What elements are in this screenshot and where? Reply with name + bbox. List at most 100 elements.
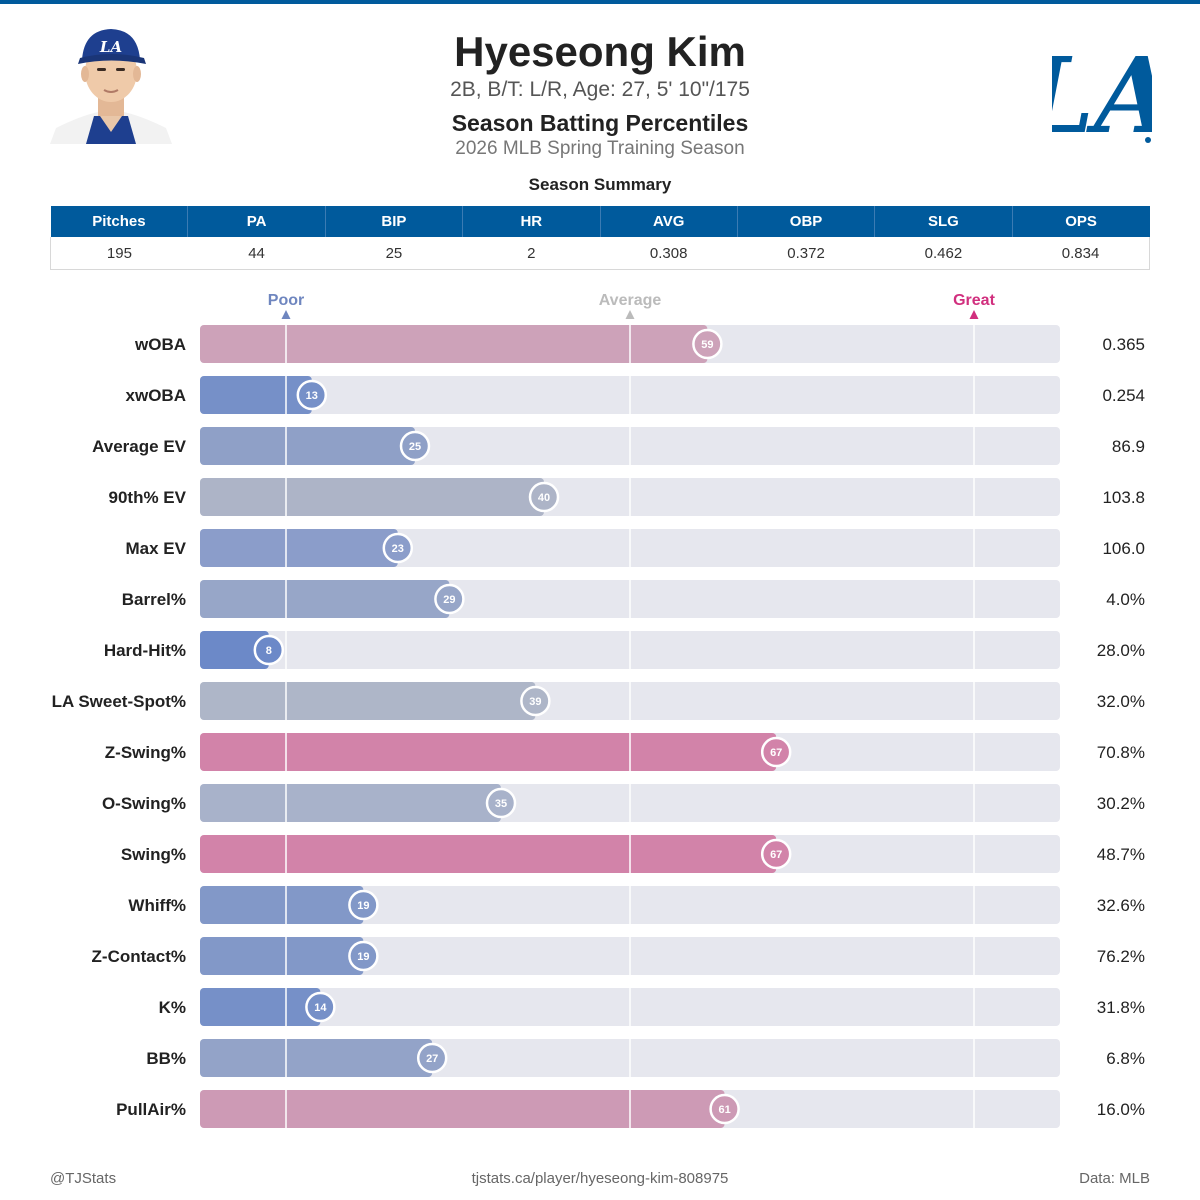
player-bio: 2B, B/T: L/R, Age: 27, 5' 10"/175	[450, 78, 750, 101]
metric-value-average-ev: 86.9	[1112, 437, 1145, 456]
marker-label-poor: Poor	[268, 292, 304, 309]
percentile-value-hard-hit: 8	[266, 645, 272, 657]
dodgers-logo: LA	[1052, 34, 1152, 146]
metric-label-xwoba: xwOBA	[126, 386, 186, 405]
percentile-badge-xwoba	[296, 379, 328, 411]
percentile-badge-swing	[760, 838, 792, 870]
metric-value-barrel: 4.0%	[1106, 590, 1145, 609]
percentile-value-90th-ev: 40	[538, 492, 550, 504]
metric-label-z-contact: Z-Contact%	[92, 947, 186, 966]
percentile-value-barrel: 29	[443, 594, 455, 606]
metric-value-swing: 48.7%	[1097, 845, 1145, 864]
metric-value-max-ev: 106.0	[1102, 539, 1145, 558]
percentile-badge-bb	[416, 1042, 448, 1074]
percentile-value-k: 14	[314, 1002, 327, 1014]
footer-source: Data: MLB	[1079, 1170, 1150, 1187]
metric-value-z-contact: 76.2%	[1097, 947, 1145, 966]
metric-label-z-swing: Z-Swing%	[105, 743, 186, 762]
percentile-value-max-ev: 23	[392, 543, 404, 555]
metric-label-o-swing: O-Swing%	[102, 794, 186, 813]
bar-fill-90th-ev	[200, 478, 544, 516]
metric-value-pullair: 16.0%	[1097, 1100, 1145, 1119]
percentile-badge-max-ev	[382, 532, 414, 564]
marker-label-average: Average	[599, 292, 662, 309]
percentile-value-la-sweet-spot: 39	[529, 696, 541, 708]
metric-label-woba: wOBA	[134, 335, 186, 354]
metric-label-hard-hit: Hard-Hit%	[104, 641, 186, 660]
marker-triangle-average	[625, 310, 635, 319]
percentile-value-woba: 59	[701, 339, 713, 351]
bar-fill-barrel	[200, 580, 450, 618]
metric-label-max-ev: Max EV	[126, 539, 187, 558]
footer-url: tjstats.ca/player/hyeseong-kim-808975	[471, 1170, 729, 1187]
marker-triangle-great	[969, 310, 979, 319]
summary-value-pitches: 195	[49, 237, 188, 270]
summary-header-bip: BIP	[325, 206, 464, 237]
summary-header-hr: HR	[462, 206, 601, 237]
percentile-badge-k	[305, 991, 336, 1023]
percentile-badge-woba	[692, 328, 723, 360]
metric-value-bb: 6.8%	[1106, 1049, 1145, 1068]
percentile-value-pullair: 61	[718, 1104, 730, 1116]
percentile-badge-whiff	[348, 889, 379, 921]
percentile-badge-o-swing	[485, 787, 517, 819]
marker-label-great: Great	[953, 292, 995, 309]
metric-label-bb: BB%	[146, 1049, 186, 1068]
percentile-badge-90th-ev	[528, 481, 560, 513]
percentile-value-average-ev: 25	[409, 441, 421, 453]
metric-label-whiff: Whiff%	[128, 896, 186, 915]
report-subtitle: Season Batting Percentiles	[451, 110, 749, 136]
bar-fill-hard-hit	[200, 631, 269, 669]
marker-triangle-poor	[281, 310, 291, 319]
metric-value-whiff: 32.6%	[1097, 896, 1145, 915]
summary-value-obp: 0.372	[737, 237, 875, 270]
percentile-value-whiff: 19	[357, 900, 369, 912]
bar-fill-max-ev	[200, 529, 398, 567]
metric-label-barrel: Barrel%	[122, 590, 186, 609]
summary-value-pa: 44	[187, 237, 326, 270]
summary-value-hr: 2	[462, 237, 600, 270]
metric-value-z-swing: 70.8%	[1097, 743, 1145, 762]
percentile-value-z-swing: 67	[770, 747, 782, 759]
percentile-value-z-contact: 19	[357, 951, 369, 963]
team-logo-text: LA	[1052, 34, 1152, 146]
cap-logo-text: LA	[99, 38, 122, 56]
summary-header-avg: AVG	[600, 206, 738, 237]
top-accent-bar	[0, 0, 1200, 4]
footer-handle: @TJStats	[50, 1170, 117, 1187]
metric-label-average-ev: Average EV	[92, 437, 187, 456]
percentile-value-swing: 67	[770, 849, 782, 861]
summary-value-slg: 0.462	[874, 237, 1013, 270]
bar-fill-bb	[200, 1039, 433, 1077]
summary-value-bip: 25	[325, 237, 463, 270]
metric-value-k: 31.8%	[1097, 998, 1145, 1017]
metric-value-xwoba: 0.254	[1102, 386, 1145, 405]
summary-header-slg: SLG	[874, 206, 1013, 237]
summary-header-obp: OBP	[737, 206, 876, 237]
percentile-badge-la-sweet-spot	[520, 685, 551, 717]
percentile-badge-hard-hit	[253, 634, 285, 666]
metric-value-la-sweet-spot: 32.0%	[1097, 692, 1145, 711]
percentile-value-bb: 27	[426, 1053, 438, 1065]
bar-fill-average-ev	[200, 427, 415, 465]
bar-fill-xwoba	[200, 376, 312, 414]
summary-header-ops: OPS	[1012, 206, 1150, 237]
bar-fill-z-swing	[200, 733, 777, 771]
bar-fill-o-swing	[200, 784, 501, 822]
metric-label-k: K%	[159, 998, 186, 1017]
bar-fill-k	[200, 988, 321, 1026]
metric-value-o-swing: 30.2%	[1097, 794, 1145, 813]
bar-fill-z-contact	[200, 937, 364, 975]
metric-label-90th-ev: 90th% EV	[109, 488, 187, 507]
bar-fill-swing	[200, 835, 777, 873]
summary-header-pitches: Pitches	[50, 206, 189, 237]
metric-label-swing: Swing%	[121, 845, 186, 864]
season-label: 2026 MLB Spring Training Season	[455, 138, 745, 159]
summary-value-avg: 0.308	[600, 237, 738, 270]
summary-header-pa: PA	[187, 206, 326, 237]
season-summary-table: Pitches PA BIP HR AVG OBP SLG OPS 195 44…	[49, 206, 1151, 270]
player-headshot: LA	[50, 24, 172, 144]
percentile-badge-barrel	[434, 583, 465, 615]
bar-fill-woba	[200, 325, 708, 363]
metric-value-woba: 0.365	[1102, 335, 1145, 354]
